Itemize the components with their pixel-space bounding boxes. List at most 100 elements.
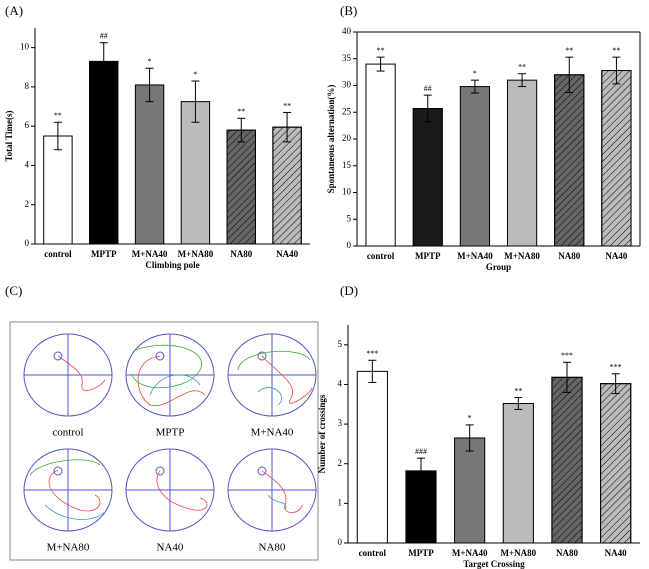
x-tick-label: M+NA40: [457, 251, 493, 261]
swim-path: [261, 355, 313, 404]
x-tick-label: MPTP: [408, 548, 434, 558]
y-tick-label: 8: [25, 81, 30, 91]
bar: [459, 86, 491, 247]
swim-path: [237, 350, 311, 371]
bar-hatch: [600, 383, 632, 544]
significance-label: *: [468, 414, 472, 423]
y-tick-label: 3: [338, 418, 343, 428]
significance-label: ***: [561, 351, 573, 360]
bar: [502, 402, 534, 544]
bar: [412, 108, 443, 247]
x-tick-label: control: [367, 251, 395, 261]
x-tick-label: MPTP: [415, 251, 441, 261]
panel-c-frame: [9, 321, 319, 561]
bar: [454, 437, 486, 544]
y-tick-label: 25: [342, 106, 352, 116]
bar-hatch: [551, 376, 583, 544]
bar: [506, 79, 538, 247]
significance-label: ##: [424, 84, 432, 93]
x-tick-label: NA40: [605, 251, 627, 261]
swim-path: [137, 355, 206, 406]
x-tick-label: MPTP: [91, 249, 117, 259]
y-tick-label: 0: [347, 240, 352, 250]
x-tick-label: M+NA80: [501, 548, 537, 558]
panel-label: (B): [340, 3, 357, 18]
swim-path: [149, 374, 201, 396]
x-tick-label: NA80: [556, 548, 578, 558]
group-label: MPTP: [156, 427, 185, 439]
x-tick-label: M+NA80: [178, 249, 214, 259]
x-tick-label: control: [359, 548, 387, 558]
swim-path: [267, 494, 287, 511]
significance-label: **: [565, 46, 573, 55]
significance-label: *: [148, 57, 152, 66]
x-tick-label: M+NA40: [132, 249, 168, 259]
y-axis-label: Spontaneous alternation(%): [326, 85, 336, 194]
y-tick-label: 0: [25, 238, 30, 248]
x-tick-label: M+NA40: [452, 548, 488, 558]
x-axis-label: Target Crossing: [463, 559, 525, 569]
x-tick-label: NA80: [230, 249, 252, 259]
bar: [365, 63, 396, 247]
swim-path: [131, 344, 202, 389]
y-tick-label: 6: [25, 120, 30, 130]
bar: [134, 84, 165, 245]
swim-path: [261, 470, 303, 513]
group-label: NA80: [259, 542, 286, 554]
significance-label: ***: [610, 363, 622, 372]
significance-label: ###: [415, 447, 427, 456]
significance-label: **: [518, 63, 526, 72]
x-tick-label: NA40: [605, 548, 627, 558]
bar-hatch: [272, 126, 302, 245]
y-tick-label: 1: [338, 497, 343, 507]
y-tick-label: 10: [20, 42, 30, 52]
y-tick-label: 2: [338, 458, 343, 468]
group-label: control: [52, 427, 83, 439]
platform: [155, 351, 165, 361]
panel-label: (A): [5, 3, 23, 18]
panel-label: (D): [340, 283, 358, 298]
bar-hatch: [601, 70, 632, 247]
x-tick-label: control: [44, 249, 72, 259]
y-axis-label: Total Time(s): [4, 110, 14, 161]
platform: [257, 466, 267, 476]
swim-path: [257, 387, 283, 406]
panel-label: (C): [5, 283, 22, 298]
x-axis-label: Climbing pole: [145, 260, 199, 270]
group-label: NA40: [157, 542, 184, 554]
platform: [257, 351, 267, 361]
platform: [53, 351, 63, 361]
significance-label: **: [237, 107, 245, 116]
swim-path: [29, 459, 101, 476]
y-tick-label: 20: [342, 133, 352, 143]
group-label: M+NA80: [47, 542, 90, 554]
significance-label: *: [193, 70, 197, 79]
bar: [89, 60, 119, 245]
bar: [43, 135, 73, 245]
y-tick-label: 4: [338, 379, 343, 389]
x-tick-label: NA80: [558, 251, 580, 261]
y-tick-label: 5: [347, 213, 352, 223]
bar-hatch: [226, 129, 256, 245]
platform: [53, 466, 63, 476]
y-tick-label: 30: [342, 80, 352, 90]
y-axis-label: Number of crossings: [317, 394, 327, 473]
y-tick-label: 40: [342, 26, 352, 36]
bar-hatch: [554, 74, 585, 247]
y-tick-label: 15: [342, 160, 352, 170]
significance-label: **: [54, 111, 62, 120]
swim-path: [48, 469, 101, 512]
significance-label: **: [612, 46, 620, 55]
bar: [180, 101, 211, 245]
significance-label: **: [377, 46, 385, 55]
significance-label: ***: [366, 349, 378, 358]
bar: [356, 370, 388, 544]
swim-path: [57, 355, 106, 391]
x-tick-label: NA40: [276, 249, 298, 259]
platform: [155, 466, 165, 476]
y-tick-label: 4: [25, 160, 30, 170]
x-axis-label: Group: [486, 262, 511, 272]
y-tick-label: 35: [342, 53, 352, 63]
x-tick-label: M+NA80: [504, 251, 540, 261]
group-label: M+NA40: [251, 427, 294, 439]
